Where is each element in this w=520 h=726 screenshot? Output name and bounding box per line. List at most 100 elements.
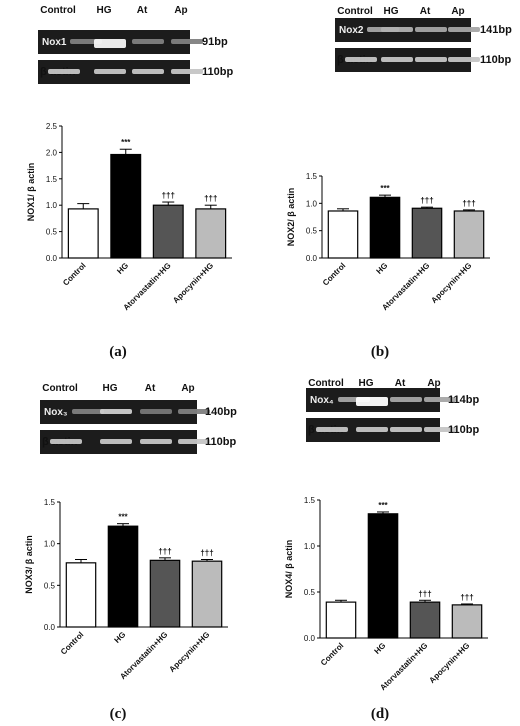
- y-tick-label: 0.0: [306, 254, 318, 263]
- category-label: Control: [61, 261, 87, 287]
- significance-label: †††: [418, 589, 431, 598]
- gel-band: [448, 57, 480, 62]
- gel-band: [100, 409, 132, 414]
- gel-bp-label: 110bp: [480, 54, 511, 66]
- panel-letter: (c): [110, 706, 127, 722]
- significance-label: †††: [420, 196, 433, 205]
- y-tick-label: 1.5: [304, 496, 316, 505]
- y-tick-label: 1.5: [44, 498, 56, 507]
- lane-label-at: At: [395, 378, 406, 389]
- bar-hg: [107, 525, 139, 628]
- y-tick-label: 1.0: [44, 540, 56, 549]
- y-tick-label: 0.5: [44, 581, 56, 590]
- significance-label: †††: [158, 547, 171, 556]
- bar-apocynin-hg: [191, 560, 223, 628]
- gel-band: [72, 409, 104, 414]
- y-tick-label: 0.0: [304, 634, 316, 643]
- gel-bp-label: 114bp: [448, 394, 479, 406]
- gel-band: [356, 397, 388, 406]
- y-tick-label: 1.0: [304, 542, 316, 551]
- gel-band: [381, 57, 413, 62]
- bar-control: [325, 601, 357, 639]
- y-tick-label: 2.5: [46, 122, 58, 131]
- bar-atorvastatin-hg: [411, 207, 443, 259]
- gel-band: [316, 427, 348, 432]
- gel-band: [390, 427, 422, 432]
- gel-band: [140, 409, 172, 414]
- y-tick-label: 1.5: [46, 175, 58, 184]
- lane-label-at: At: [420, 6, 431, 17]
- category-label: Control: [319, 641, 345, 667]
- bar-control: [67, 208, 99, 259]
- category-label: Apocynin+HG: [427, 641, 471, 685]
- lane-label-control: Control: [40, 5, 76, 16]
- lane-label-ap: Ap: [181, 383, 194, 394]
- gel-band: [356, 427, 388, 432]
- panel-letter: (a): [109, 344, 127, 360]
- y-tick-label: 1.5: [306, 172, 318, 181]
- gel-band: [100, 439, 132, 444]
- bar-atorvastatin-hg: [409, 601, 441, 639]
- gel-bp-label: 110bp: [202, 66, 233, 78]
- gel-bp-label: 141bp: [480, 24, 512, 36]
- bar-chart: 0.0 0.5 1.0 1.5 2.0 2.5 NOX1/ β actin Control **…: [26, 122, 232, 312]
- lane-label-control: Control: [308, 378, 344, 389]
- lane-label-ap: Ap: [174, 5, 187, 16]
- category-label: HG: [375, 261, 390, 276]
- bar-chart: 0.0 0.5 1.0 1.5 NOX3/ β actin Control *** HG †††…: [24, 498, 228, 681]
- gel-band: [390, 397, 422, 402]
- bar-apocynin-hg: [453, 210, 485, 259]
- bar-atorvastatin-hg: [149, 559, 181, 628]
- significance-label: †††: [462, 199, 475, 208]
- category-label: HG: [115, 261, 130, 276]
- category-label: Control: [59, 630, 85, 656]
- y-tick-label: 0.0: [44, 623, 56, 632]
- gel-bp-label: 140bp: [205, 406, 237, 418]
- y-tick-label: 0.5: [46, 228, 58, 237]
- gel-band: [178, 439, 210, 444]
- category-label: Apocynin+HG: [429, 261, 473, 305]
- gel-row-name: Nox1: [42, 37, 67, 48]
- gel-band: [415, 57, 447, 62]
- category-label: Apocynin+HG: [171, 261, 215, 305]
- significance-label: ***: [121, 138, 131, 147]
- category-label: Atorvastatin+HG: [121, 261, 172, 312]
- bar-hg: [367, 513, 399, 639]
- gel-band: [48, 69, 80, 74]
- lane-label-control: Control: [42, 383, 78, 394]
- lane-label-hg: HG: [359, 378, 374, 389]
- gel-row-name: Nox2: [339, 25, 364, 36]
- lane-label-control: Control: [337, 6, 373, 17]
- y-tick-label: 0.0: [46, 254, 58, 263]
- panel-letter: (d): [371, 706, 389, 722]
- lane-label-ap: Ap: [427, 378, 440, 389]
- gel-band: [50, 439, 82, 444]
- bar-chart: 0.0 0.5 1.0 1.5 NOX4/ β actin Control *** HG †††…: [284, 496, 488, 692]
- gel-row-name: Nox₃: [44, 407, 68, 418]
- bar-control: [327, 210, 359, 259]
- significance-label: ***: [378, 501, 388, 510]
- lane-label-hg: HG: [97, 5, 112, 16]
- y-axis-label: NOX4/ β actin: [284, 540, 294, 599]
- lane-label-ap: Ap: [451, 6, 464, 17]
- bar-hg: [110, 153, 142, 259]
- significance-label: †††: [204, 194, 217, 203]
- y-axis-label: NOX2/ β actin: [286, 188, 296, 247]
- lane-label-hg: HG: [103, 383, 118, 394]
- significance-label: †††: [200, 549, 213, 558]
- gel-band: [94, 69, 126, 74]
- gel-band: [132, 39, 164, 44]
- y-tick-label: 2.0: [46, 148, 58, 157]
- gel-band: [140, 439, 172, 444]
- bar-hg: [369, 196, 401, 259]
- bar-chart: 0.0 0.5 1.0 1.5 NOX2/ β actin Control *** HG †††…: [286, 172, 490, 312]
- significance-label: †††: [162, 191, 175, 200]
- gel-band: [381, 27, 413, 32]
- gel-band: [345, 57, 377, 62]
- gel-band: [424, 397, 456, 402]
- gel-band: [415, 27, 447, 32]
